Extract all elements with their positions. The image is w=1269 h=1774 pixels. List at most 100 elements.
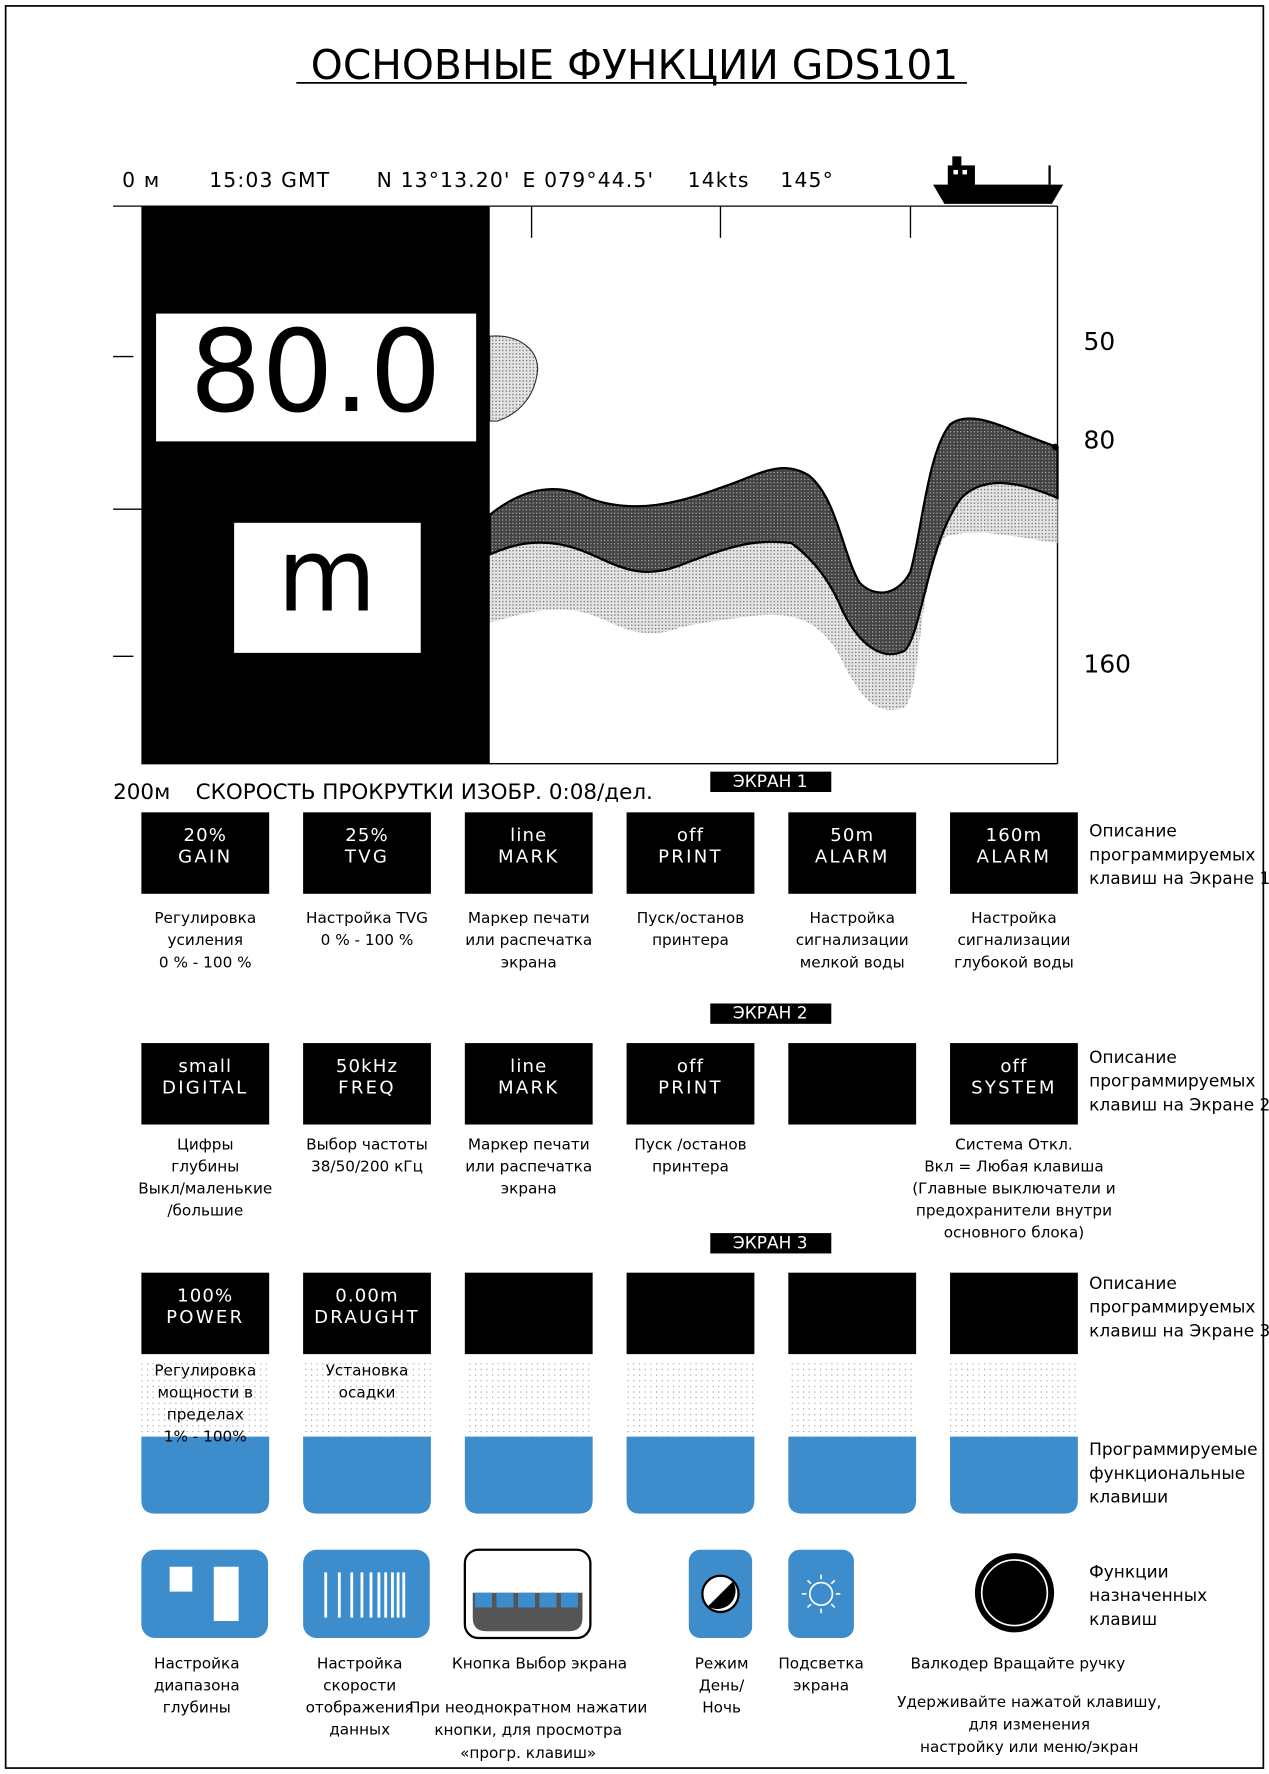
softkey: [788, 1436, 917, 1514]
key-description: предохранители внутри: [916, 1202, 1112, 1220]
depth-scale-label: 160: [1084, 649, 1131, 678]
button-description: Настройка: [317, 1655, 403, 1673]
key-description: 1% - 100%: [164, 1428, 247, 1446]
key-description: глубины: [171, 1157, 239, 1175]
key-description: Установка: [326, 1362, 409, 1380]
ship-icon: [933, 156, 1064, 204]
key: [788, 1272, 917, 1355]
softkey-dots: [626, 1363, 755, 1438]
key: [303, 1043, 431, 1125]
key-description: Настройка: [809, 909, 895, 927]
key-description: экрана: [501, 953, 557, 971]
key-description: глубокой воды: [954, 953, 1074, 971]
status-item: 145°: [780, 168, 834, 192]
key-description: Пуск/останов: [637, 909, 744, 927]
key-function: PRINT: [658, 847, 723, 868]
key: [950, 1272, 1078, 1355]
key-value: small: [178, 1056, 232, 1077]
key-description: экрана: [501, 1179, 557, 1197]
softkey-dots: [141, 1363, 270, 1438]
key-function: TVG: [344, 847, 389, 868]
key: [626, 1272, 755, 1355]
key-value: off: [677, 1056, 704, 1077]
softkey-dots: [788, 1363, 917, 1438]
button-description: Кнопка Выбор экрана: [452, 1655, 627, 1673]
button-hint: Удерживайте нажатой клавишу,: [897, 1693, 1161, 1711]
softkey: [626, 1436, 755, 1514]
key-description: принтера: [652, 1157, 729, 1175]
key-description: Цифры: [177, 1135, 234, 1153]
title: ОСНОВНЫЕ ФУНКЦИИ GDS101: [311, 41, 958, 89]
key-description: сигнализации: [796, 931, 909, 949]
button-description: Валкодер Вращайте ручку: [911, 1655, 1126, 1673]
key-description: сигнализации: [957, 931, 1070, 949]
screen-label: ЭКРАН 3: [733, 1232, 808, 1252]
softkey: [141, 1436, 270, 1514]
key-function: FREQ: [338, 1077, 396, 1098]
status-item: E 079°44.5': [523, 168, 655, 192]
echo-bottom: [488, 417, 1059, 656]
key-description: Маркер печати: [468, 909, 590, 927]
screen-note: Описание: [1089, 821, 1177, 841]
key: [303, 812, 431, 894]
key: [464, 812, 593, 894]
key-function: POWER: [166, 1307, 244, 1328]
echo-fish: [489, 335, 539, 422]
key: [303, 1272, 431, 1355]
button-description: Ночь: [702, 1699, 741, 1717]
key-description: основного блока): [944, 1224, 1084, 1242]
status-item: N 13°13.20': [377, 168, 511, 192]
key-description: 0 % - 100 %: [159, 953, 252, 971]
bottom-buttons: [141, 1548, 1055, 1640]
softkeys-note: клавиши: [1089, 1487, 1168, 1507]
key-function: DIGITAL: [162, 1077, 249, 1098]
screen-note: клавиш на Экране 2: [1089, 1094, 1269, 1114]
key-description: (Главные выключатели и: [912, 1179, 1115, 1197]
softkey-dots: [303, 1363, 431, 1438]
key-function: GAIN: [178, 847, 232, 868]
key-function: DRAUGHT: [314, 1307, 420, 1328]
softkey: [950, 1436, 1078, 1514]
key-description: Система Откл.: [955, 1135, 1073, 1153]
range-label: 200м: [113, 780, 170, 805]
buttons-note: Функции: [1089, 1561, 1169, 1581]
depth-scale-label: 80: [1084, 425, 1116, 454]
screen-note: клавиш на Экране 1: [1089, 868, 1269, 888]
key-value: 50m: [830, 825, 874, 846]
button-description: данных: [329, 1721, 390, 1739]
button-description: экрана: [793, 1677, 849, 1695]
button-description: скорости: [323, 1677, 396, 1695]
depth-scale-label: 50: [1084, 327, 1116, 356]
key-function: ALARM: [977, 847, 1052, 868]
status-item: 14kts: [688, 168, 750, 192]
key-value: off: [677, 825, 704, 846]
button-hint: При неоднократном нажатии: [409, 1699, 647, 1717]
key-function: MARK: [498, 1077, 559, 1098]
key-description: Вкл = Любая клавиша: [924, 1157, 1103, 1175]
depth-unit-box: [234, 522, 421, 653]
button-description: Режим: [695, 1655, 749, 1673]
softkey-dots: [464, 1363, 593, 1438]
key-description: Выкл/маленькие: [138, 1179, 272, 1197]
key-function: ALARM: [815, 847, 890, 868]
key-description: Регулировка: [154, 909, 256, 927]
button-description: глубины: [163, 1699, 231, 1717]
button-description: отображения: [306, 1699, 414, 1717]
button-hint: кнопки, для просмотра: [434, 1721, 622, 1739]
key-description: 38/50/200 кГц: [311, 1157, 423, 1175]
screen-label-box: [710, 771, 832, 792]
key-value: 50kHz: [336, 1056, 398, 1077]
scroll-speed: СКОРОСТЬ ПРОКРУТКИ ИЗОБР. 0:08/дел.: [196, 780, 653, 805]
key: [626, 1043, 755, 1125]
status-item: 15:03 GMT: [209, 168, 330, 192]
key: [464, 1043, 593, 1125]
screen-label-box: [710, 1233, 832, 1254]
key-description: Выбор частоты: [306, 1135, 428, 1153]
key-value: 25%: [345, 825, 389, 846]
key-description: мощности в: [158, 1384, 254, 1402]
button-hint: настройку или меню/экран: [920, 1738, 1138, 1756]
screen-note: Описание: [1089, 1047, 1177, 1067]
key-description: пределах: [167, 1406, 244, 1424]
key: [788, 812, 917, 894]
